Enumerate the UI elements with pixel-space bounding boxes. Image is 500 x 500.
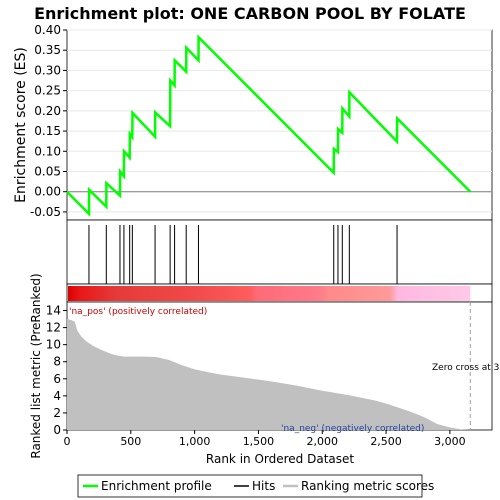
es-ylabel: Enrichment score (ES) <box>13 47 29 203</box>
metric-ytick-label: 8 <box>53 355 61 369</box>
metric-xlabel: Rank in Ordered Dataset <box>206 452 354 466</box>
zero-cross-label: Zero cross at 3160 <box>432 363 500 373</box>
hits-panel <box>66 219 493 285</box>
metric-ytick-label: 4 <box>53 389 61 403</box>
metric-xtick-label: 0 <box>64 435 71 448</box>
metric-xtick-label: 3,000 <box>434 435 466 448</box>
neg-label: 'na_neg' (negatively correlated) <box>281 424 424 434</box>
es-ytick-label: 0.40 <box>34 23 61 37</box>
es-ytick-label: 0.30 <box>34 63 61 77</box>
es-ytick-label: 0.05 <box>34 164 61 178</box>
metric-xtick-label: 1,500 <box>243 435 275 448</box>
legend-enrichment-label: Enrichment profile <box>101 479 212 493</box>
legend-hits-label: Hits <box>252 479 275 493</box>
enrichment-profile-line <box>66 34 472 217</box>
metric-xtick-label: 1,000 <box>179 435 211 448</box>
metric-ytick-label: 2 <box>53 406 61 420</box>
es-ytick-label: 0.00 <box>34 185 61 199</box>
metric-ylabel: Ranked list metric (PreRanked) <box>29 273 43 458</box>
legend-metric-label: Ranking metric scores <box>301 479 434 493</box>
legend-box <box>77 474 423 498</box>
rank-color-bar <box>68 286 471 301</box>
metric-ytick-label: 14 <box>46 304 61 318</box>
es-ytick-label: 0.35 <box>34 43 61 57</box>
es-panel <box>66 29 493 221</box>
chart-title: Enrichment plot: ONE CARBON POOL BY FOLA… <box>34 4 466 23</box>
es-ytick-label: 0.10 <box>34 144 61 158</box>
metric-xtick-label: 2,000 <box>307 435 339 448</box>
es-ytick-label: 0.15 <box>34 124 61 138</box>
metric-ytick-label: 0 <box>53 423 61 437</box>
pos-label: 'na_pos' (positively correlated) <box>69 307 207 317</box>
metric-ytick-label: 12 <box>46 321 61 335</box>
es-ytick-label: -0.05 <box>30 205 61 219</box>
metric-ytick-label: 6 <box>53 372 61 386</box>
es-ytick-label: 0.20 <box>34 104 61 118</box>
es-ytick-label: 0.25 <box>34 84 61 98</box>
metric-xtick-label: 500 <box>120 435 141 448</box>
metric-ytick-label: 10 <box>46 338 61 352</box>
metric-xtick-label: 2,500 <box>370 435 402 448</box>
ranking-metric-area <box>67 319 471 430</box>
